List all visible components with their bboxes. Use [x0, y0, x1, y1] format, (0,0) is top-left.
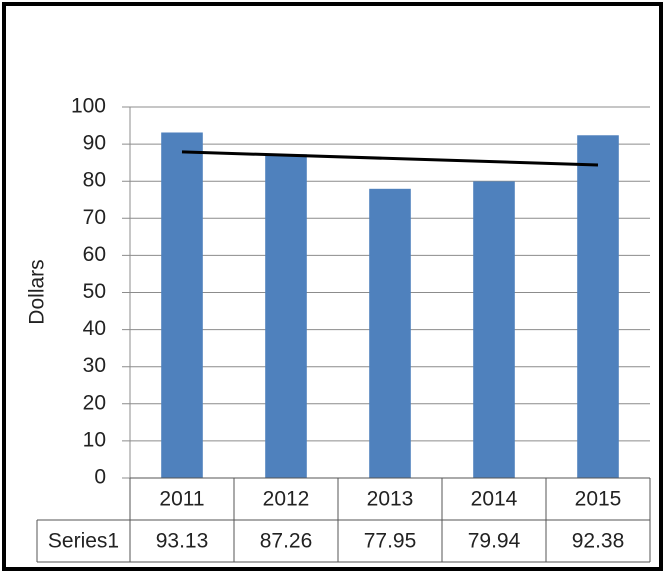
table-value: 79.94 — [468, 530, 521, 553]
table-value: 93.13 — [156, 530, 209, 553]
bar — [473, 181, 515, 478]
y-tick-label: 80 — [83, 169, 106, 192]
table-category: 2012 — [263, 488, 310, 511]
table-value: 87.26 — [260, 530, 313, 553]
table-category: 2014 — [471, 488, 518, 511]
y-tick-label: 10 — [83, 428, 106, 451]
y-tick-label: 20 — [83, 391, 106, 414]
y-axis-label: Dollars — [26, 259, 49, 324]
bar — [161, 132, 203, 478]
bar — [577, 135, 619, 478]
table-category: 2013 — [367, 488, 414, 511]
table-value: 77.95 — [364, 530, 417, 553]
y-tick-label: 90 — [83, 132, 106, 155]
table-category: 2015 — [575, 488, 622, 511]
bar — [369, 188, 411, 479]
bar — [265, 154, 307, 479]
y-tick-label: 70 — [83, 206, 106, 229]
trendline — [181, 150, 599, 167]
table-category: 2011 — [159, 488, 204, 511]
y-tick-label: 100 — [71, 95, 106, 118]
table-series-name: Series1 — [48, 530, 119, 553]
y-tick-label: 50 — [83, 280, 106, 303]
y-tick-label: 0 — [94, 466, 106, 489]
y-tick-label: 30 — [83, 354, 106, 377]
y-tick-label: 40 — [83, 317, 106, 340]
table-value: 92.38 — [572, 530, 625, 553]
y-tick-label: 60 — [83, 243, 106, 266]
